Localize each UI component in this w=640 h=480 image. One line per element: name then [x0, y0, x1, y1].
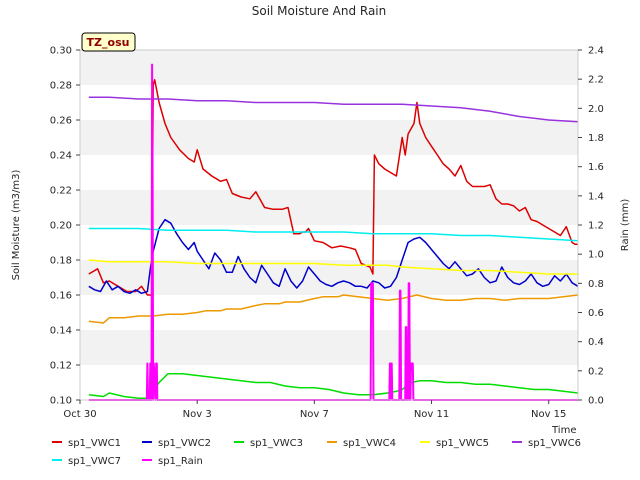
y-tick-label: 0.12: [50, 361, 72, 372]
y-tick-label: 0.30: [50, 46, 72, 57]
plot-lines: [88, 63, 579, 401]
y-tick-label: 0.18: [50, 256, 72, 267]
background-bands: [80, 50, 578, 400]
y-tick-label: 0.14: [50, 326, 72, 337]
grid-band: [80, 225, 578, 260]
legend-label-sp1_VWC4: sp1_VWC4: [343, 438, 396, 449]
y-tick-label: 0.10: [50, 396, 72, 407]
x-axis-ticks: Oct 30 Nov 3 Nov 7 Nov 11 Nov 15: [63, 400, 566, 420]
y2-tick-label: 1.8: [588, 133, 604, 144]
y2-tick-label: 2.2: [588, 75, 604, 86]
site-tag-label: TZ_osu: [87, 36, 130, 49]
y-tick-label: 0.16: [50, 291, 72, 302]
legend-label-sp1_VWC3: sp1_VWC3: [250, 438, 303, 449]
y-tick-label: 0.28: [50, 81, 72, 92]
y2-tick-label: 0.8: [588, 279, 604, 290]
site-tag: TZ_osu: [81, 32, 136, 52]
x-tick-label: Nov 11: [414, 409, 449, 420]
legend-label-sp1_VWC7: sp1_VWC7: [68, 456, 121, 467]
legend-label-sp1_Rain: sp1_Rain: [158, 456, 203, 467]
series-line-sp1_VWC1: [88, 79, 578, 296]
series-line-sp1_VWC7: [88, 227, 579, 242]
y2-axis-ticks: 0.0 0.2 0.4 0.6 0.8 1.0 1.2 1.4 1.6 1.8 2.0 2.2 2.4: [578, 46, 604, 407]
y2-tick-label: 1.4: [588, 191, 604, 202]
y2-tick-label: 0.2: [588, 366, 604, 377]
y2-tick-label: 0.4: [588, 337, 604, 348]
x-tick-label: Nov 7: [300, 409, 329, 420]
x-tick-label: Nov 15: [531, 409, 566, 420]
y2-tick-label: 1.0: [588, 250, 604, 261]
legend-label-sp1_VWC2: sp1_VWC2: [158, 438, 211, 449]
grid-band: [80, 365, 578, 400]
series-line-sp1_Rain: [88, 63, 578, 401]
x-tick-label: Oct 30: [63, 409, 96, 420]
series-line-sp1_VWC5: [88, 259, 578, 275]
grid-band: [80, 85, 578, 120]
grid-band: [80, 50, 578, 85]
chart-title: Soil Moisture And Rain: [252, 4, 387, 18]
legend: sp1_VWC1 sp1_VWC2 sp1_VWC3 sp1_VWC4 sp1_VWC5…: [52, 438, 581, 467]
grid-band: [80, 155, 578, 190]
x-axis-label: Time: [551, 425, 576, 436]
y2-tick-label: 1.6: [588, 162, 604, 173]
y2-axis-label: Rain (mm): [620, 199, 631, 252]
series-line-sp1_VWC4: [88, 294, 579, 324]
site-tag-box: [81, 32, 136, 52]
y-tick-label: 0.20: [50, 221, 72, 232]
grid-band: [80, 120, 578, 155]
y-axis-ticks: 0.10 0.12 0.14 0.16 0.18 0.20 0.22 0.24 0.26 0.28…: [50, 46, 80, 407]
y-axis-label: Soil Moisture (m3/m3): [11, 170, 22, 281]
y2-tick-label: 0.0: [588, 396, 604, 407]
y2-tick-label: 1.2: [588, 221, 604, 232]
legend-label-sp1_VWC5: sp1_VWC5: [436, 438, 489, 449]
series-line-sp1_VWC2: [88, 218, 579, 295]
y2-tick-label: 2.0: [588, 104, 604, 115]
x-tick-label: Nov 3: [183, 409, 212, 420]
grid-band: [80, 330, 578, 365]
y2-tick-label: 0.6: [588, 308, 604, 319]
series-line-sp1_VWC6: [88, 96, 579, 123]
grid-band: [80, 260, 578, 295]
grid-band: [80, 295, 578, 330]
y2-tick-label: 2.4: [588, 46, 604, 57]
y-tick-label: 0.26: [50, 116, 72, 127]
grid-band: [80, 190, 578, 225]
y-tick-label: 0.22: [50, 186, 72, 197]
legend-label-sp1_VWC6: sp1_VWC6: [528, 438, 581, 449]
legend-label-sp1_VWC1: sp1_VWC1: [68, 438, 121, 449]
y-tick-label: 0.24: [50, 151, 72, 162]
